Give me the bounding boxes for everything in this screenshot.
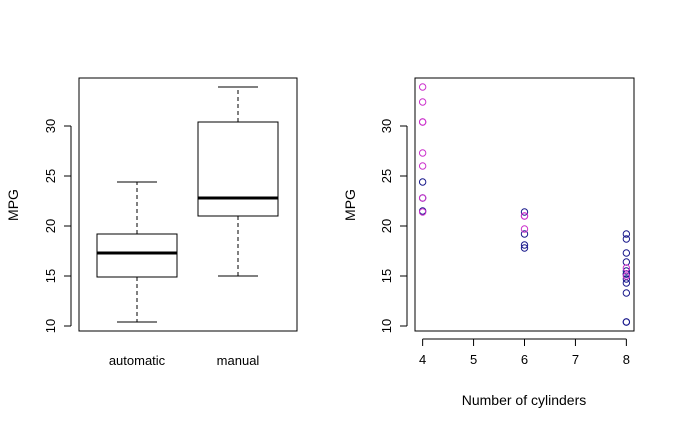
point-manual	[622, 264, 631, 272]
x-tick-label: automatic	[109, 353, 166, 368]
point-automatic	[622, 249, 631, 257]
y-tick-label: 30	[43, 119, 58, 133]
y-tick-label: 30	[379, 119, 394, 133]
box-manual	[197, 86, 279, 277]
scatter-frame	[414, 77, 635, 332]
point-manual	[418, 83, 427, 91]
point-automatic	[520, 241, 529, 249]
boxplot-y-axis: 10 15 20 25 30	[43, 119, 72, 333]
x-tick-label: 5	[470, 352, 477, 367]
iqr-box	[197, 121, 279, 217]
y-tick-label: 15	[43, 269, 58, 283]
point-automatic	[520, 208, 529, 216]
x-tick-label: 8	[623, 352, 630, 367]
boxplot-panel: MPG 10 15 20 25 30 automatic manual	[5, 77, 298, 368]
scatter-y-axis-title: MPG	[342, 189, 358, 221]
x-tick-label: 7	[572, 352, 579, 367]
point-automatic	[622, 275, 631, 283]
box-automatic	[96, 181, 178, 323]
point-manual	[418, 162, 427, 170]
point-automatic	[622, 289, 631, 297]
point-automatic	[622, 230, 631, 238]
point-automatic	[622, 235, 631, 243]
point-automatic	[520, 244, 529, 252]
scatter-points	[418, 83, 631, 326]
iqr-box	[96, 233, 178, 278]
point-automatic	[622, 279, 631, 287]
point-automatic	[622, 267, 631, 275]
point-automatic	[622, 318, 631, 326]
y-tick-label: 10	[43, 319, 58, 333]
point-manual	[622, 272, 631, 280]
point-automatic	[520, 230, 529, 238]
scatter-x-axis-title: Number of cylinders	[462, 392, 587, 408]
boxplot-marks	[96, 86, 279, 323]
x-tick-label: 4	[419, 352, 426, 367]
point-manual	[520, 212, 529, 220]
y-tick-label: 20	[43, 219, 58, 233]
x-tick-label: 6	[521, 352, 528, 367]
scatter-y-axis: 10 15 20 25 30	[379, 119, 408, 333]
point-manual	[418, 208, 427, 216]
y-tick-label: 10	[379, 319, 394, 333]
x-tick-label: manual	[217, 353, 260, 368]
point-manual	[418, 149, 427, 157]
boxplot-x-axis: automatic manual	[109, 330, 260, 368]
y-tick-label: 20	[379, 219, 394, 233]
point-manual	[418, 194, 427, 202]
point-manual	[418, 118, 427, 126]
y-tick-label: 25	[379, 169, 394, 183]
point-manual	[520, 225, 529, 233]
scatter-panel: MPG Number of cylinders 10 15 20 25 30 4 5 6 7 8	[342, 77, 635, 408]
point-manual	[418, 98, 427, 106]
y-tick-label: 15	[379, 269, 394, 283]
point-automatic	[418, 178, 427, 186]
y-tick-label: 25	[43, 169, 58, 183]
point-automatic	[622, 258, 631, 266]
boxplot-y-axis-title: MPG	[5, 189, 21, 221]
scatter-x-axis: 4 5 6 7 8	[419, 338, 630, 367]
